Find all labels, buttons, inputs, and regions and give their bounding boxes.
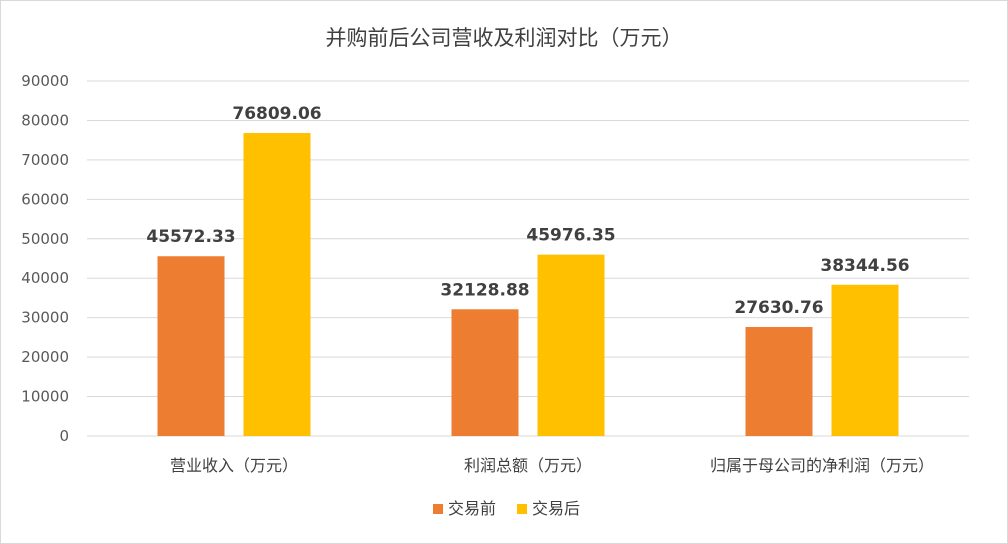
legend: 交易前 交易后 — [433, 499, 580, 518]
legend-label: 交易前 — [448, 499, 496, 518]
category-label: 利润总额（万元） — [464, 456, 592, 475]
y-tick-label: 40000 — [21, 269, 69, 287]
y-tick-label: 50000 — [21, 230, 69, 248]
category-label: 营业收入（万元） — [170, 456, 298, 475]
category-label: 归属于母公司的净利润（万元） — [710, 456, 934, 475]
legend-swatch — [517, 504, 527, 514]
gridlines — [87, 80, 969, 437]
bar — [537, 254, 605, 436]
legend-swatch — [433, 504, 443, 514]
bar — [745, 327, 813, 436]
bar — [243, 133, 311, 436]
legend-label: 交易后 — [532, 499, 580, 518]
y-tick-label: 90000 — [21, 72, 69, 90]
bars — [157, 133, 899, 436]
y-tick-label: 60000 — [21, 190, 69, 208]
y-tick-label: 30000 — [21, 309, 69, 327]
data-label: 38344.56 — [820, 256, 909, 276]
bar — [157, 256, 225, 436]
data-label: 32128.88 — [440, 280, 529, 300]
data-label: 76809.06 — [232, 104, 321, 124]
bar — [831, 284, 899, 436]
data-labels: 45572.33 76809.06 32128.88 45976.35 27630.76… — [146, 104, 909, 318]
data-label: 27630.76 — [734, 298, 823, 318]
y-tick-label: 80000 — [21, 111, 69, 129]
data-label: 45572.33 — [146, 227, 235, 247]
y-tick-label: 20000 — [21, 348, 69, 366]
chart-title: 并购前后公司营收及利润对比（万元） — [326, 26, 683, 50]
category-labels: 营业收入（万元） 利润总额（万元） 归属于母公司的净利润（万元） — [170, 456, 934, 475]
y-tick-label: 0 — [59, 427, 69, 445]
y-tick-label: 70000 — [21, 151, 69, 169]
y-tick-label: 10000 — [21, 388, 69, 406]
data-label: 45976.35 — [526, 226, 615, 246]
bar — [451, 309, 519, 436]
y-axis-ticks: 0 10000 20000 30000 40000 50000 60000 70000 8000… — [21, 72, 69, 445]
